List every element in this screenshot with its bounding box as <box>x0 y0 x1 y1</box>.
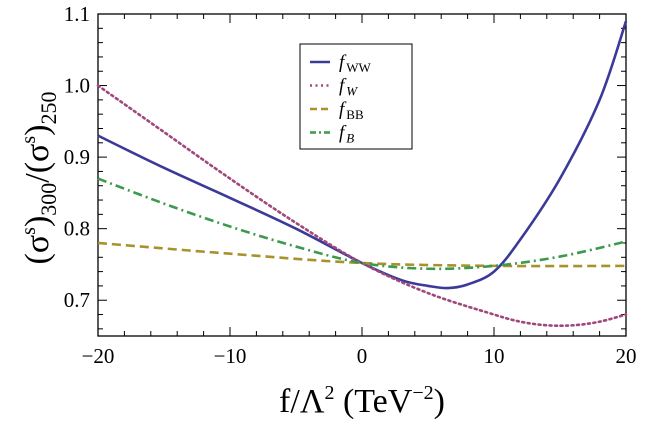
x-tick-label: 10 <box>484 344 505 368</box>
x-axis-title-sup: 2 <box>324 382 334 404</box>
legend-label-sub: BB <box>346 107 364 122</box>
y-axis-title-p2-sup: s <box>18 136 40 144</box>
x-axis-title: f/Λ2 (TeV−2) <box>279 382 445 420</box>
y-axis-title-slash: / <box>19 173 56 183</box>
x-axis-title-unit-open: (TeV <box>334 383 412 420</box>
x-axis-title-unit-close: ) <box>434 383 445 420</box>
legend-label-bb: f BB <box>339 99 364 122</box>
y-axis-title-p1-sup: s <box>18 227 40 235</box>
x-axis-title-unit-sup: −2 <box>412 382 433 404</box>
legend-label-main: f <box>339 123 347 144</box>
x-tick-label: −10 <box>214 344 247 368</box>
y-axis-title-p1-close: ) <box>19 216 56 227</box>
y-axis-title-p2-sub: 250 <box>36 91 61 124</box>
y-axis-title-p1-open: (σ <box>19 235 56 265</box>
series-line-bb <box>97 241 627 268</box>
y-tick-label: 0.9 <box>64 145 90 169</box>
legend: f WWf Wf BBf B <box>299 43 413 150</box>
legend-label-sub: W <box>346 84 358 99</box>
legend-label-sub: B <box>346 131 354 146</box>
axis-ticks: −20 −10 0 10 20 0.7 0.8 0.9 1.0 1.1 <box>64 2 637 368</box>
series-layer <box>96 20 628 328</box>
legend-label-main: f <box>339 52 347 73</box>
y-tick-label: 0.8 <box>64 217 90 241</box>
y-axis-title-p2-open: (σ <box>19 144 56 174</box>
y-axis-title-p2-close: ) <box>19 124 56 135</box>
y-tick-label: 0.7 <box>64 288 90 312</box>
x-tick-label: −20 <box>82 344 115 368</box>
y-axis-title: (σs)300/(σs)250 <box>18 91 61 264</box>
legend-label-main: f <box>339 99 347 120</box>
legend-label-sub: WW <box>346 60 371 75</box>
y-tick-label: 1.1 <box>64 2 90 26</box>
series-line-b <box>97 177 627 271</box>
series-line-ww <box>97 20 628 290</box>
legend-label-ww: f WW <box>339 52 372 75</box>
legend-label-main: f <box>339 76 347 97</box>
x-tick-label: 20 <box>616 344 637 368</box>
y-axis-title-p1-sub: 300 <box>36 183 61 216</box>
x-axis-title-main: f/Λ <box>279 383 325 420</box>
y-tick-label: 1.0 <box>64 74 90 98</box>
series-line-w <box>96 84 628 328</box>
x-tick-label: 0 <box>357 344 368 368</box>
